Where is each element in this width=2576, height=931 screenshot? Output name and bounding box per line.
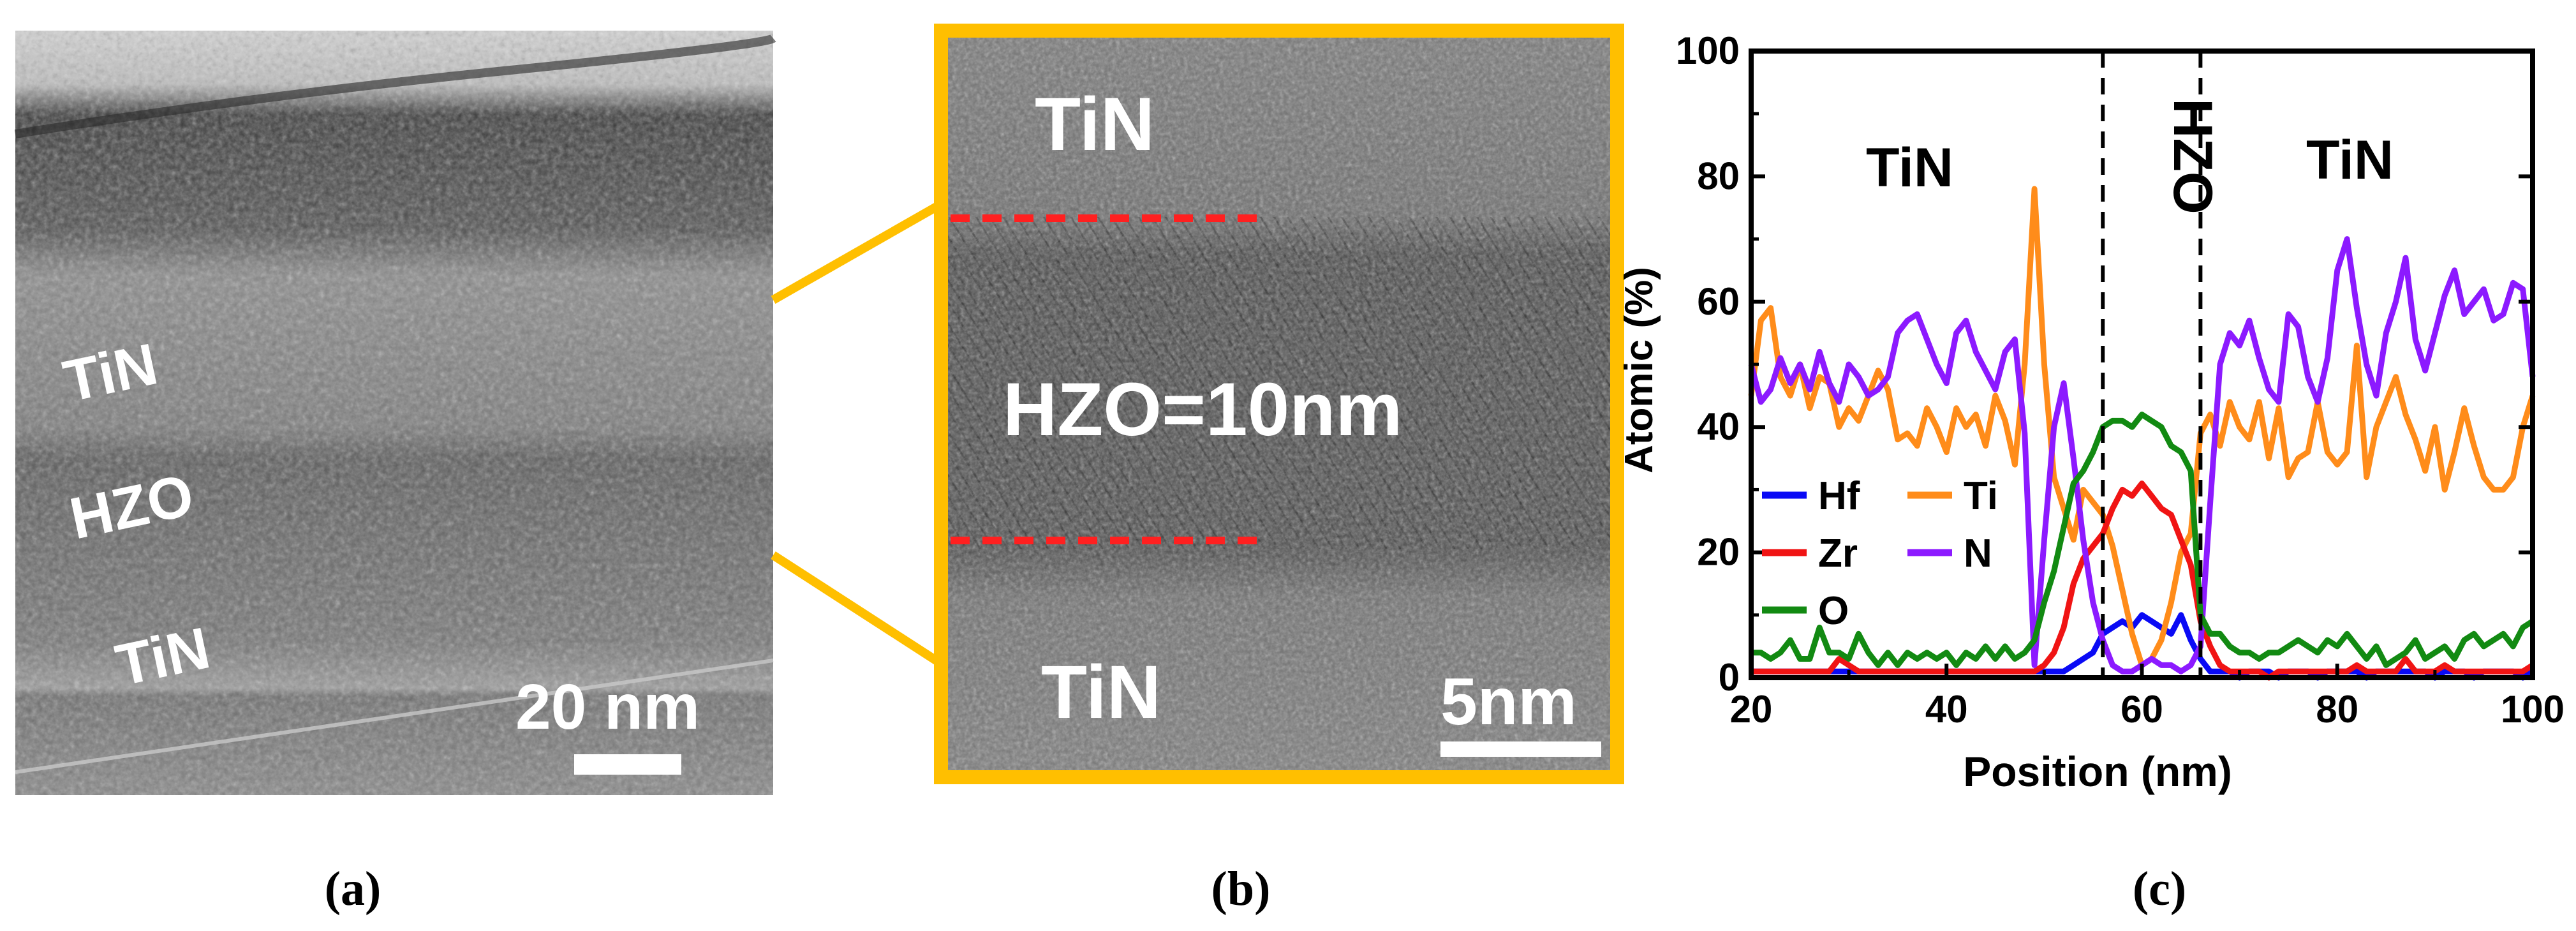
- panel-a-scale-label: 20 nm: [515, 671, 700, 743]
- x-tick-label-20: 20: [1730, 688, 1773, 731]
- panel-b: TiN HZO=10nm TiN 5nm: [934, 24, 1624, 784]
- x-tick-label-80: 80: [2316, 688, 2358, 731]
- panel-b-scale-bar: [1440, 741, 1601, 757]
- panel-b-label-tin-bottom: TiN: [1041, 650, 1161, 734]
- panel-a-scale-bar: [574, 754, 681, 775]
- y-tick-label-80: 80: [1697, 154, 1740, 197]
- x-tick-label-60: 60: [2121, 688, 2163, 731]
- legend-label-o: O: [1818, 589, 1849, 633]
- y-tick-label-20: 20: [1697, 531, 1740, 574]
- x-tick-label-100: 100: [2501, 688, 2565, 731]
- panel-b-grain: [941, 31, 1617, 777]
- zoom-connector-top: [771, 200, 944, 304]
- y-axis-title: Atomic (%): [1617, 267, 1661, 473]
- caption-c: (c): [2133, 862, 2186, 916]
- y-tick-label-40: 40: [1697, 405, 1740, 448]
- x-axis-title: Position (nm): [1963, 748, 2232, 795]
- caption-a: (a): [325, 862, 381, 916]
- panel-b-scale-label: 5nm: [1440, 665, 1577, 739]
- panel-a-grain: [15, 31, 773, 795]
- panel-b-label-tin-top: TiN: [1035, 82, 1155, 167]
- region-label-tin-left: TiN: [1866, 137, 1953, 198]
- panel-a-surface-edge: [14, 34, 776, 138]
- x-tick-label-40: 40: [1925, 688, 1968, 731]
- panel-b-label-hzo: HZO=10nm: [1003, 368, 1402, 452]
- panel-a-bottom-interface: [15, 659, 774, 774]
- zoom-connector-bottom: [771, 551, 944, 667]
- y-tick-label-0: 0: [1719, 656, 1740, 699]
- legend-label-zr: Zr: [1818, 532, 1858, 576]
- y-tick-label-60: 60: [1697, 280, 1740, 323]
- series-line-zr: [1751, 480, 2535, 681]
- panel-b-frame: [934, 24, 1624, 784]
- legend-label-ti: Ti: [1964, 474, 1998, 518]
- panel-a: TiN HZO TiN 20 nm: [14, 31, 776, 795]
- caption-b: (b): [1211, 862, 1271, 916]
- series-line-ti: [1748, 186, 2536, 668]
- region-label-tin-right: TiN: [2306, 130, 2394, 191]
- series-line-n: [1748, 236, 2536, 674]
- series-line-o: [1751, 412, 2535, 668]
- region-label-hzo: HZO: [2162, 98, 2223, 214]
- y-tick-label-100: 100: [1676, 29, 1740, 72]
- legend-label-hf: Hf: [1818, 474, 1860, 518]
- legend-label-n: N: [1964, 532, 1992, 576]
